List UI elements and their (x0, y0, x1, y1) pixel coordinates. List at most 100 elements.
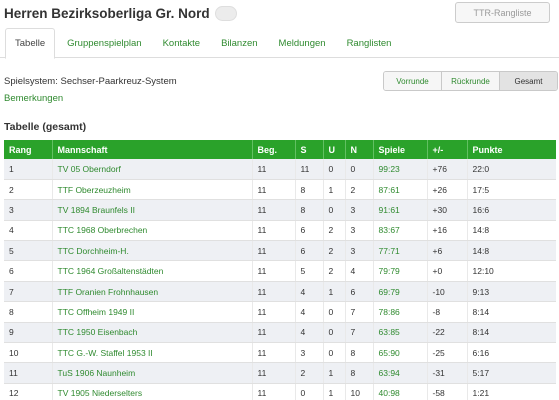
games-link[interactable]: 40:98 (373, 383, 428, 400)
tab-kontakte[interactable]: Kontakte (162, 37, 201, 49)
team-link[interactable]: TTC 1968 Oberbrechen (52, 220, 253, 242)
bemerkungen-link[interactable]: Bemerkungen (4, 93, 64, 104)
rank-cell: 5 (4, 240, 53, 262)
matches-cell: 11 (252, 362, 296, 384)
round-filter: Vorrunde Rückrunde Gesamt (383, 71, 558, 91)
games-link[interactable]: 99:23 (373, 159, 428, 180)
games-link[interactable]: 77:71 (373, 240, 428, 262)
losses-cell: 10 (345, 383, 374, 400)
team-link[interactable]: TTC Offheim 1949 II (52, 301, 253, 323)
team-link[interactable]: TuS 1906 Naunheim (52, 362, 253, 384)
diff-cell: -31 (427, 362, 468, 384)
games-link[interactable]: 91:61 (373, 199, 428, 221)
table-row: 2 TTF Oberzeuzheim 11 8 1 2 87:61 +26 17:5 (4, 179, 556, 201)
rank-cell: 11 (4, 362, 53, 384)
filter-vorrunde-button[interactable]: Vorrunde (384, 72, 442, 90)
draws-cell: 2 (323, 240, 346, 262)
tab-tabelle[interactable]: Tabelle (5, 28, 56, 59)
points-cell: 9:13 (467, 281, 556, 303)
filter-rueckrunde-button[interactable]: Rückrunde (442, 72, 500, 90)
filter-gesamt-button[interactable]: Gesamt (500, 72, 557, 90)
table-title: Tabelle (gesamt) (4, 121, 87, 133)
column-header-beg[interactable]: Beg. (252, 140, 296, 159)
losses-cell: 7 (345, 301, 374, 323)
team-link[interactable]: TTC G.-W. Staffel 1953 II (52, 342, 253, 364)
wins-cell: 2 (295, 362, 324, 384)
losses-cell: 8 (345, 362, 374, 384)
team-link[interactable]: TTC 1964 Großaltenstädten (52, 260, 253, 282)
draws-cell: 0 (323, 199, 346, 221)
matches-cell: 11 (252, 383, 296, 400)
standings-table: Rang Mannschaft Beg. S U N Spiele +/- Pu… (4, 140, 556, 400)
table-header: Rang Mannschaft Beg. S U N Spiele +/- Pu… (4, 140, 556, 159)
wins-cell: 3 (295, 342, 324, 364)
games-link[interactable]: 69:79 (373, 281, 428, 303)
points-cell: 14:8 (467, 220, 556, 242)
draws-cell: 1 (323, 281, 346, 303)
team-link[interactable]: TTC Dorchheim-H. (52, 240, 253, 262)
team-link[interactable]: TV 1894 Braunfels II (52, 199, 253, 221)
points-cell: 16:6 (467, 199, 556, 221)
table-row: 4 TTC 1968 Oberbrechen 11 6 2 3 83:67 +16 14:8 (4, 220, 556, 242)
draws-cell: 1 (323, 362, 346, 384)
losses-cell: 8 (345, 342, 374, 364)
team-link[interactable]: TV 1905 Niederselters (52, 383, 253, 400)
favorite-toggle-icon[interactable] (214, 5, 237, 21)
games-link[interactable]: 78:86 (373, 301, 428, 323)
team-link[interactable]: TTF Oberzeuzheim (52, 179, 253, 201)
table-body: 1 TV 05 Oberndorf 11 11 0 0 99:23 +76 22:0 2 TTF O… (4, 159, 556, 400)
games-link[interactable]: 63:85 (373, 322, 428, 344)
diff-cell: -22 (427, 322, 468, 344)
column-header-diff[interactable]: +/- (427, 140, 468, 159)
tab-meldungen[interactable]: Meldungen (278, 37, 326, 49)
points-cell: 8:14 (467, 322, 556, 344)
games-link[interactable]: 83:67 (373, 220, 428, 242)
points-cell: 1:21 (467, 383, 556, 400)
draws-cell: 0 (323, 322, 346, 344)
column-header-rang[interactable]: Rang (4, 140, 53, 159)
games-link[interactable]: 63:94 (373, 362, 428, 384)
diff-cell: -10 (427, 281, 468, 303)
column-header-mannschaft[interactable]: Mannschaft (52, 140, 253, 159)
tab-gruppenspielplan[interactable]: Gruppenspielplan (67, 37, 142, 49)
table-row: 1 TV 05 Oberndorf 11 11 0 0 99:23 +76 22:0 (4, 159, 556, 180)
team-link[interactable]: TV 05 Oberndorf (52, 159, 253, 180)
games-link[interactable]: 65:90 (373, 342, 428, 364)
diff-cell: +6 (427, 240, 468, 262)
losses-cell: 3 (345, 220, 374, 242)
losses-cell: 4 (345, 260, 374, 282)
diff-cell: +30 (427, 199, 468, 221)
tab-bar: Tabelle Gruppenspielplan Kontakte Bilanz… (0, 28, 559, 59)
diff-cell: +16 (427, 220, 468, 242)
games-link[interactable]: 79:79 (373, 260, 428, 282)
rank-cell: 8 (4, 301, 53, 323)
wins-cell: 4 (295, 301, 324, 323)
wins-cell: 4 (295, 322, 324, 344)
rank-cell: 10 (4, 342, 53, 364)
ttr-rangliste-button[interactable]: TTR-Rangliste (455, 2, 550, 23)
tab-ranglisten[interactable]: Ranglisten (346, 37, 392, 49)
points-cell: 5:17 (467, 362, 556, 384)
column-header-s[interactable]: S (295, 140, 324, 159)
diff-cell: -25 (427, 342, 468, 364)
losses-cell: 6 (345, 281, 374, 303)
wins-cell: 4 (295, 281, 324, 303)
column-header-spiele[interactable]: Spiele (373, 140, 428, 159)
losses-cell: 0 (345, 159, 374, 180)
team-link[interactable]: TTC 1950 Eisenbach (52, 322, 253, 344)
matches-cell: 11 (252, 179, 296, 201)
column-header-n[interactable]: N (345, 140, 374, 159)
table-row: 5 TTC Dorchheim-H. 11 6 2 3 77:71 +6 14:8 (4, 240, 556, 262)
table-row: 7 TTF Oranien Frohnhausen 11 4 1 6 69:79 -10 9:1… (4, 281, 556, 303)
losses-cell: 2 (345, 179, 374, 201)
matches-cell: 11 (252, 301, 296, 323)
tab-bilanzen[interactable]: Bilanzen (221, 37, 258, 49)
games-link[interactable]: 87:61 (373, 179, 428, 201)
column-header-u[interactable]: U (323, 140, 346, 159)
column-header-punkte[interactable]: Punkte (467, 140, 556, 159)
points-cell: 22:0 (467, 159, 556, 180)
matches-cell: 11 (252, 281, 296, 303)
team-link[interactable]: TTF Oranien Frohnhausen (52, 281, 253, 303)
rank-cell: 6 (4, 260, 53, 282)
rank-cell: 9 (4, 322, 53, 344)
